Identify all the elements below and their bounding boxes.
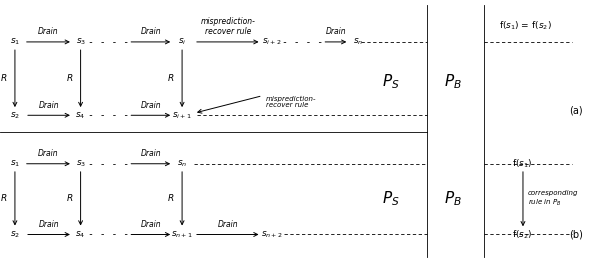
- Text: R: R: [67, 194, 73, 203]
- Text: Drain: Drain: [140, 149, 161, 158]
- Text: Drain: Drain: [217, 220, 238, 229]
- Text: $s_{i+1}$: $s_{i+1}$: [173, 110, 192, 121]
- Text: Drain: Drain: [39, 220, 59, 229]
- Text: $s_{n+1}$: $s_{n+1}$: [171, 229, 193, 240]
- Text: (b): (b): [569, 230, 583, 239]
- Text: $s_n$: $s_n$: [353, 37, 364, 47]
- Text: f($s_2$): f($s_2$): [512, 228, 533, 241]
- Text: $s_{n+2}$: $s_{n+2}$: [261, 229, 282, 240]
- Text: $P_S$: $P_S$: [382, 190, 400, 209]
- Text: $P_B$: $P_B$: [444, 190, 461, 209]
- Text: - - - -: - - - -: [282, 37, 324, 47]
- Text: $s_3$: $s_3$: [75, 37, 86, 47]
- Text: $s_4$: $s_4$: [75, 110, 86, 121]
- Text: $s_2$: $s_2$: [10, 229, 20, 240]
- Text: $P_S$: $P_S$: [382, 72, 400, 91]
- Text: Drain: Drain: [38, 27, 59, 36]
- Text: $s_2$: $s_2$: [10, 110, 20, 121]
- Text: $s_4$: $s_4$: [75, 229, 86, 240]
- Text: f($s_1$) = f($s_2$): f($s_1$) = f($s_2$): [499, 20, 552, 32]
- Text: Drain: Drain: [38, 149, 59, 158]
- Text: corresponding
rule in $P_B$: corresponding rule in $P_B$: [528, 190, 578, 208]
- Text: R: R: [168, 194, 174, 203]
- Text: misprediction-
recover rule: misprediction- recover rule: [201, 18, 255, 36]
- Text: $P_B$: $P_B$: [444, 72, 461, 91]
- Text: R: R: [1, 194, 7, 203]
- Text: - - - -: - - - -: [88, 230, 130, 239]
- Text: Drain: Drain: [140, 220, 161, 229]
- Text: (a): (a): [570, 105, 583, 115]
- Text: Drain: Drain: [39, 101, 59, 110]
- Text: Drain: Drain: [140, 101, 161, 110]
- Text: $s_i$: $s_i$: [178, 37, 186, 47]
- Text: $s_n$: $s_n$: [177, 159, 187, 169]
- Text: R: R: [67, 74, 73, 83]
- Text: misprediction-
recover rule: misprediction- recover rule: [266, 96, 316, 108]
- Text: $s_1$: $s_1$: [10, 37, 20, 47]
- Text: - - - -: - - - -: [88, 159, 130, 169]
- Text: R: R: [1, 74, 7, 83]
- Text: R: R: [168, 74, 174, 83]
- Text: f($s_1$): f($s_1$): [512, 157, 533, 170]
- Text: $s_{i+2}$: $s_{i+2}$: [262, 37, 281, 47]
- Text: $s_1$: $s_1$: [10, 159, 20, 169]
- Text: - - - -: - - - -: [88, 37, 130, 47]
- Text: $s_3$: $s_3$: [75, 159, 86, 169]
- Text: Drain: Drain: [325, 27, 346, 36]
- Text: - - - -: - - - -: [88, 110, 130, 120]
- Text: Drain: Drain: [140, 27, 161, 36]
